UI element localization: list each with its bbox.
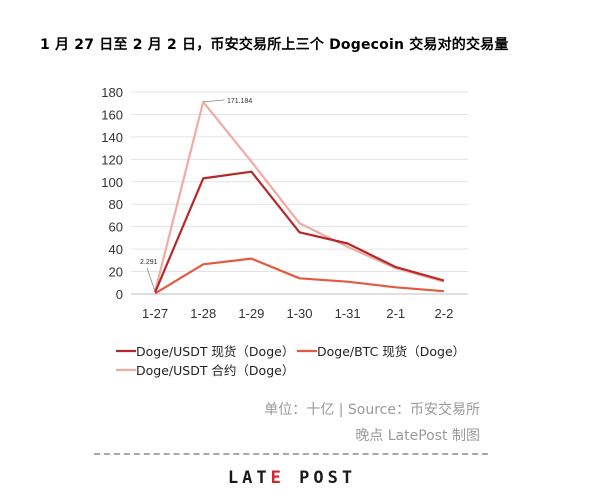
y-tick-label: 20 <box>109 265 123 280</box>
unit-source-note: 单位：十亿 | Source：币安交易所 <box>264 402 480 418</box>
line-chart: 0 20 40 60 80 100 120 140 160 180 1-27 1-28 1-29 1-3… <box>101 85 468 378</box>
annotations: 2.291 171.184 <box>140 98 252 292</box>
annotation-leader <box>203 99 225 103</box>
x-tick-label: 2-1 <box>386 306 405 321</box>
series-line <box>154 170 445 293</box>
y-tick-label: 40 <box>109 242 123 257</box>
x-tick-label: 2-2 <box>435 306 454 321</box>
y-tick-label: 180 <box>101 85 123 100</box>
y-axis-ticks: 0 20 40 60 80 100 120 140 160 180 <box>101 85 123 302</box>
y-tick-label: 100 <box>101 175 123 190</box>
annotation-label: 2.291 <box>140 259 158 266</box>
y-tick-label: 80 <box>109 197 123 212</box>
latepost-logo: LATE POST <box>227 468 357 488</box>
x-tick-label: 1-27 <box>142 306 168 321</box>
divider <box>94 453 488 455</box>
x-tick-label: 1-28 <box>190 306 216 321</box>
x-axis-ticks: 1-27 1-28 1-29 1-30 1-31 2-1 2-2 <box>142 306 453 321</box>
legend: Doge/USDT 现货（Doge） Doge/BTC 现货（Doge） Doge/… <box>116 344 465 378</box>
series-line <box>154 257 444 295</box>
legend-label: Doge/USDT 合约（Doge） <box>136 363 294 378</box>
annotation-leader <box>146 267 156 292</box>
series-line <box>154 100 445 292</box>
series-lines <box>154 100 445 295</box>
x-tick-label: 1-30 <box>286 306 312 321</box>
y-tick-label: 0 <box>116 287 123 302</box>
x-tick-label: 1-31 <box>335 306 361 321</box>
legend-label: Doge/USDT 现货（Doge） <box>136 344 294 359</box>
chart-title: 1 月 27 日至 2 月 2 日，币安交易所上三个 Dogecoin 交易对的… <box>40 37 509 53</box>
y-tick-label: 120 <box>101 152 123 167</box>
annotation-label: 171.184 <box>227 98 252 105</box>
x-tick-label: 1-29 <box>238 306 264 321</box>
y-tick-label: 60 <box>109 220 123 235</box>
y-tick-label: 140 <box>101 130 123 145</box>
credit-note: 晚点 LatePost 制图 <box>355 428 480 444</box>
legend-label: Doge/BTC 现货（Doge） <box>317 344 465 359</box>
gridlines <box>131 91 468 295</box>
y-tick-label: 160 <box>101 107 123 122</box>
